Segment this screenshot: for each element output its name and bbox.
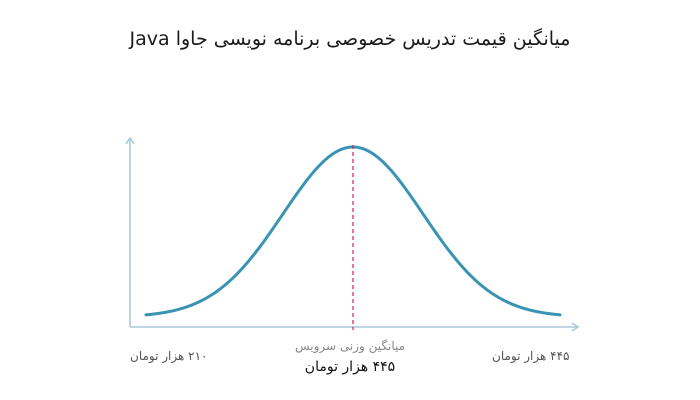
- x-max-label: ۴۴۵ هزار تومان: [492, 349, 570, 363]
- mean-caption: میانگین وزنی سرویس: [294, 339, 406, 353]
- mean-label: ۴۴۵ هزار تومان: [304, 359, 396, 375]
- chart-title: میانگین قیمت تدریس خصوصی برنامه نویسی جا…: [129, 28, 571, 50]
- x-min-label: ۲۱۰ هزار تومان: [130, 349, 208, 363]
- x-axis-arrow: [571, 322, 580, 332]
- x-axis: [130, 322, 580, 332]
- y-axis-arrow: [125, 136, 135, 145]
- y-axis: [125, 136, 135, 327]
